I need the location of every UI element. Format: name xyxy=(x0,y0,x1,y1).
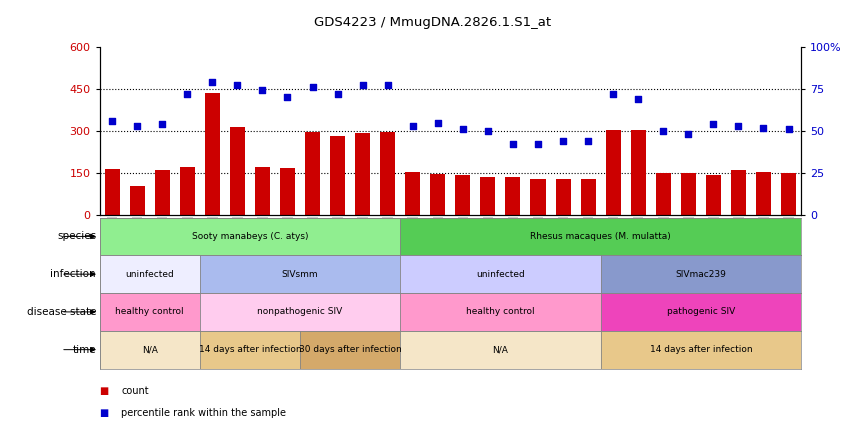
Text: 14 days after infection: 14 days after infection xyxy=(198,345,301,354)
Text: ■: ■ xyxy=(100,386,109,396)
Text: disease state: disease state xyxy=(27,307,96,317)
Bar xyxy=(280,168,295,215)
Bar xyxy=(601,293,801,331)
Text: 14 days after infection: 14 days after infection xyxy=(650,345,753,354)
Bar xyxy=(556,179,571,215)
Bar xyxy=(130,186,145,215)
Point xyxy=(682,131,695,138)
Bar xyxy=(155,170,170,215)
Bar xyxy=(580,179,596,215)
Bar xyxy=(430,174,445,215)
Bar xyxy=(400,218,801,255)
Point xyxy=(406,123,420,130)
Point xyxy=(431,119,445,126)
Text: Rhesus macaques (M. mulatta): Rhesus macaques (M. mulatta) xyxy=(530,232,671,241)
Bar xyxy=(630,130,646,215)
Point xyxy=(356,82,370,89)
Bar xyxy=(300,331,400,369)
Text: time: time xyxy=(73,345,96,355)
Point xyxy=(155,121,169,128)
Text: infection: infection xyxy=(50,269,96,279)
Bar xyxy=(255,167,270,215)
Bar xyxy=(601,255,801,293)
Point xyxy=(255,87,269,94)
Text: N/A: N/A xyxy=(142,345,158,354)
Point xyxy=(456,126,469,133)
Point xyxy=(105,117,119,124)
Text: healthy control: healthy control xyxy=(115,307,184,317)
Bar xyxy=(400,255,601,293)
Text: uninfected: uninfected xyxy=(476,270,525,279)
Text: count: count xyxy=(121,386,149,396)
Point xyxy=(331,90,345,97)
Point xyxy=(306,83,320,91)
Bar xyxy=(200,293,400,331)
Bar xyxy=(105,169,120,215)
Text: nonpathogenic SIV: nonpathogenic SIV xyxy=(257,307,343,317)
Bar xyxy=(100,331,200,369)
Bar xyxy=(601,331,801,369)
Point xyxy=(381,82,395,89)
Text: percentile rank within the sample: percentile rank within the sample xyxy=(121,408,287,418)
Point xyxy=(281,94,294,101)
Bar xyxy=(656,173,671,215)
Bar xyxy=(200,255,400,293)
Point xyxy=(556,138,570,145)
Bar xyxy=(731,170,746,215)
Bar xyxy=(706,175,721,215)
Bar xyxy=(229,127,245,215)
Text: GDS4223 / MmugDNA.2826.1.S1_at: GDS4223 / MmugDNA.2826.1.S1_at xyxy=(314,16,552,28)
Point xyxy=(707,121,721,128)
Bar xyxy=(100,255,200,293)
Point xyxy=(205,79,219,86)
Point xyxy=(782,126,796,133)
Point xyxy=(531,141,545,148)
Point xyxy=(757,124,771,131)
Point xyxy=(130,123,144,130)
Point xyxy=(180,90,194,97)
Text: Sooty manabeys (C. atys): Sooty manabeys (C. atys) xyxy=(191,232,308,241)
Text: SIVmac239: SIVmac239 xyxy=(675,270,727,279)
Point xyxy=(606,90,620,97)
Text: SIVsmm: SIVsmm xyxy=(281,270,319,279)
Text: N/A: N/A xyxy=(493,345,508,354)
Bar xyxy=(605,130,621,215)
Point xyxy=(581,138,595,145)
Bar xyxy=(531,179,546,215)
Text: uninfected: uninfected xyxy=(126,270,174,279)
Bar xyxy=(400,293,601,331)
Bar xyxy=(681,173,696,215)
Bar xyxy=(756,172,771,215)
Bar xyxy=(305,132,320,215)
Point xyxy=(230,82,244,89)
Bar xyxy=(400,331,601,369)
Text: pathogenic SIV: pathogenic SIV xyxy=(667,307,735,317)
Bar xyxy=(100,293,200,331)
Point xyxy=(732,123,746,130)
Bar xyxy=(180,167,195,215)
Bar xyxy=(200,331,300,369)
Bar xyxy=(405,172,420,215)
Point xyxy=(631,95,645,103)
Text: 30 days after infection: 30 days after infection xyxy=(299,345,402,354)
Bar xyxy=(205,93,220,215)
Text: healthy control: healthy control xyxy=(466,307,534,317)
Point xyxy=(656,127,670,135)
Bar xyxy=(355,133,370,215)
Text: species: species xyxy=(57,231,96,242)
Bar xyxy=(481,177,495,215)
Bar xyxy=(456,175,470,215)
Bar xyxy=(100,218,400,255)
Bar xyxy=(506,177,520,215)
Bar xyxy=(781,173,796,215)
Point xyxy=(481,127,494,135)
Bar xyxy=(380,132,395,215)
Point xyxy=(506,141,520,148)
Bar xyxy=(330,136,345,215)
Text: ■: ■ xyxy=(100,408,109,418)
